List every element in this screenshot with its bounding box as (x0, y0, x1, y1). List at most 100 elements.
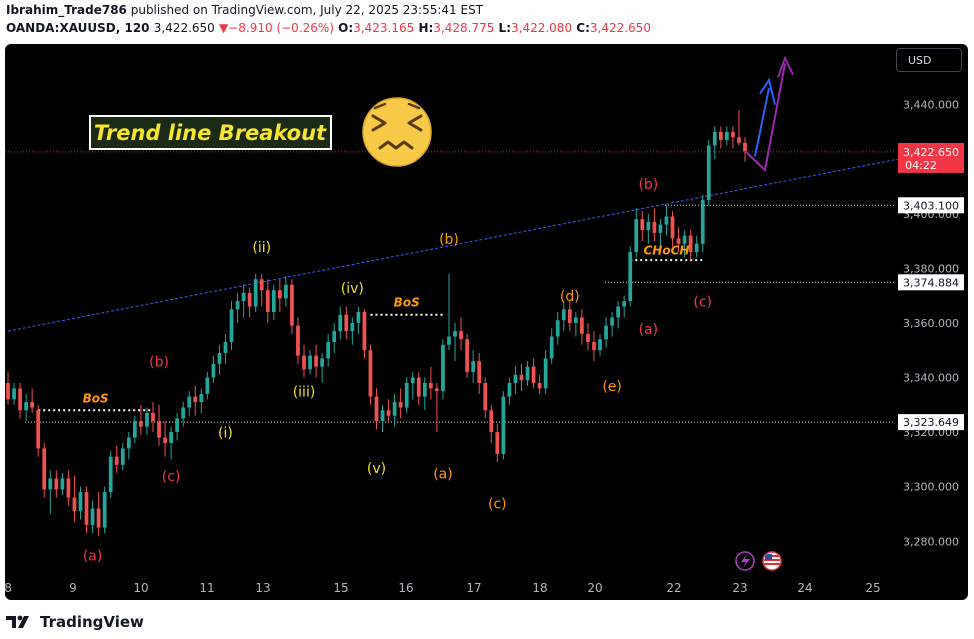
candle-body (284, 284, 288, 299)
candle-body (658, 224, 663, 233)
x-tick-label: 18 (532, 581, 547, 595)
candle-body (380, 410, 385, 422)
low-label: L: (498, 21, 511, 35)
x-tick-label: 25 (865, 581, 880, 595)
candle-body (223, 342, 228, 353)
candle-body (126, 437, 131, 449)
candle-body (356, 312, 361, 323)
candle-body (435, 388, 439, 392)
candle-body (265, 290, 270, 312)
candle-body (634, 219, 639, 252)
candle-body (332, 331, 337, 343)
wave-label: BoS (394, 296, 420, 310)
candle-body (259, 279, 264, 291)
candle-body (24, 402, 28, 411)
candle-body (211, 363, 216, 378)
candle-body (495, 432, 500, 454)
symbol-ohlc-bar: OANDA:XAUUSD, 120 3,422.650 ▼−8.910 (−0.… (6, 21, 651, 35)
candle-body (416, 377, 421, 397)
x-tick-label: 24 (797, 581, 812, 595)
wave-label: (b) (439, 232, 459, 248)
lightning-icon[interactable] (735, 551, 755, 571)
symbol-label[interactable]: OANDA:XAUUSD, 120 (6, 21, 150, 35)
candle-body (42, 448, 47, 490)
candle-body (175, 418, 180, 433)
candle-body (253, 279, 258, 307)
candle-body (78, 492, 83, 512)
candle-body (114, 456, 119, 465)
tradingview-logo-icon (6, 615, 29, 628)
high-label: H: (418, 21, 434, 35)
x-tick-label: 8 (5, 581, 12, 595)
candle-body (531, 366, 536, 383)
candle-body (537, 382, 542, 389)
tradingview-logo[interactable]: TradingView (6, 611, 144, 633)
candle-body (664, 216, 669, 225)
wave-label: (i) (218, 426, 233, 442)
candle-body (628, 251, 633, 302)
wave-label: (ii) (252, 240, 271, 256)
candle-body (682, 235, 687, 244)
price-chart[interactable]: (a) (b) (c) (i) (ii) (iii) (iv) BoS (v) (b) (a) (c)… (5, 44, 968, 600)
candle-body (743, 142, 747, 151)
candle-body (235, 301, 240, 310)
candle-body (157, 421, 161, 438)
candle-body (66, 478, 71, 498)
candle-body (139, 421, 143, 427)
price-level-value: 3,403.100 (903, 199, 959, 212)
price-level-tag (898, 197, 964, 214)
last-price-tag (898, 142, 964, 173)
candle-body (277, 290, 282, 299)
candle-body (320, 358, 325, 367)
price-level-value: 3,374.884 (903, 276, 959, 289)
currency-button[interactable]: USD (896, 48, 962, 72)
y-tick-label: 3,300.000 (903, 481, 959, 494)
candle-body (604, 325, 608, 340)
candle-body (483, 382, 488, 411)
wave-label: (e) (602, 379, 622, 395)
candle-body (465, 339, 469, 373)
wave-label: (b) (638, 177, 658, 193)
candle-body (616, 306, 621, 318)
candle-body (471, 361, 476, 373)
chart-panel[interactable]: (a) (b) (c) (i) (ii) (iii) (iv) BoS (v) (b) (a) (c)… (5, 44, 968, 600)
trend-line (7, 153, 927, 332)
candle-body (519, 374, 524, 381)
last-price-value: 3,422.650 (903, 146, 959, 159)
candle-body (610, 317, 614, 326)
candle-body (507, 382, 512, 397)
wave-label: (c) (162, 469, 181, 485)
candle-body (90, 508, 95, 525)
candle-body (567, 309, 572, 323)
price-level-tag (898, 414, 964, 431)
us-flag-icon[interactable] (762, 551, 782, 571)
x-tick-label: 11 (199, 581, 214, 595)
candle-body (187, 396, 192, 408)
candle-body (592, 342, 596, 351)
candle-body (344, 314, 349, 332)
candle-body (54, 478, 59, 490)
candle-body (120, 448, 125, 465)
candle-body (229, 309, 234, 343)
candle-body (145, 412, 149, 427)
candle-body (296, 325, 300, 356)
author-name[interactable]: Ibrahim_Trade786 (6, 3, 127, 17)
candle-body (386, 410, 391, 416)
projection-arrowhead-purple (777, 55, 794, 78)
high-value: 3,428.775 (433, 21, 495, 35)
candle-body (36, 410, 41, 449)
close-label: C: (576, 21, 590, 35)
x-tick-label: 10 (133, 581, 148, 595)
candle-body (718, 131, 723, 141)
candle-body (314, 355, 318, 367)
wave-label: (iii) (293, 385, 316, 401)
candle-body (459, 331, 463, 340)
candle-body (169, 432, 173, 443)
candle-body (489, 410, 494, 433)
candle-body (362, 312, 367, 351)
x-tick-label: 16 (398, 581, 413, 595)
candle-body (217, 352, 222, 364)
candle-body (646, 221, 651, 231)
y-tick-label: 3,340.000 (903, 372, 959, 385)
candle-body (18, 388, 22, 411)
